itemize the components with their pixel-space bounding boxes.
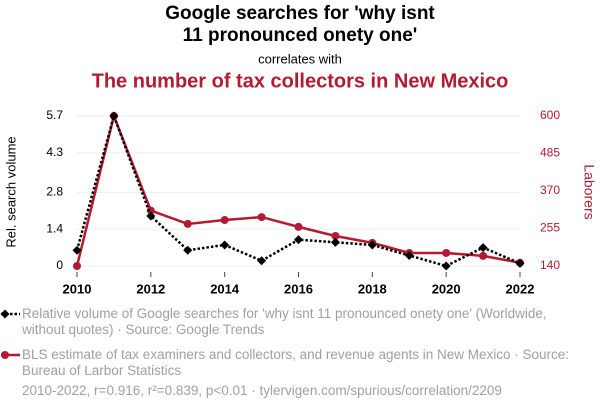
y-tick-label: 1.4 [46, 221, 63, 235]
point [146, 211, 156, 221]
x-tick-label: 2010 [63, 281, 92, 296]
point [442, 248, 451, 257]
y2-tick-label: 600 [540, 108, 560, 122]
y2-tick-label: 485 [540, 146, 560, 160]
point [367, 240, 377, 250]
x-tick-label: 2016 [284, 281, 313, 296]
point [330, 237, 340, 247]
y-tick-label: 5.7 [46, 108, 63, 122]
y2-tick-label: 140 [540, 258, 560, 272]
legend-swatch [0, 309, 20, 319]
point [183, 245, 193, 255]
point [479, 251, 488, 260]
x-tick-label: 2014 [210, 281, 240, 296]
point [478, 243, 488, 253]
legend-text: Relative volume of Google searches for '… [22, 306, 547, 337]
y-axis-label: Rel. search volume [3, 136, 18, 247]
x-tick-label: 2018 [358, 281, 387, 296]
x-tick-label: 2020 [432, 281, 461, 296]
y2-axis-label: Laborers [581, 164, 597, 219]
legend-entry: BLS estimate of tax examiners and collec… [0, 347, 570, 379]
point [404, 250, 414, 260]
point [294, 235, 303, 245]
legend-swatch [1, 351, 20, 359]
point [257, 256, 267, 266]
point [73, 262, 81, 270]
legend-marker [1, 351, 9, 359]
point [72, 245, 82, 255]
point [331, 232, 340, 240]
caption: 2010-2022, r=0.916, r²=0.839, p<0.01 · t… [22, 383, 502, 398]
point [257, 213, 266, 222]
y-tick-label: 4.3 [46, 145, 63, 159]
point [294, 222, 303, 231]
point [441, 261, 451, 271]
point [146, 206, 155, 215]
legend-entry: Relative volume of Google searches for '… [0, 306, 570, 338]
point [515, 258, 525, 268]
y-tick-label: 2.8 [46, 184, 63, 198]
point [220, 240, 230, 250]
connector: correlates with [258, 51, 342, 66]
point [220, 216, 229, 225]
chart-subtitle: The number of tax collectors in New Mexi… [92, 70, 509, 92]
y2-tick-label: 255 [540, 221, 560, 235]
y2-tick-label: 370 [540, 183, 560, 197]
x-tick-label: 2012 [136, 281, 165, 296]
y-tick-label: 0 [56, 258, 63, 272]
legend-text: BLS estimate of tax examiners and collec… [22, 347, 570, 378]
chart-title: Google searches for 'why isnt 11 pronounc… [165, 3, 435, 46]
point [109, 111, 119, 121]
legend-marker [0, 309, 10, 319]
x-tick-label: 2022 [506, 281, 535, 296]
point [183, 219, 192, 228]
chart: Google searches for 'why isnt 11 pronounc… [3, 3, 597, 296]
